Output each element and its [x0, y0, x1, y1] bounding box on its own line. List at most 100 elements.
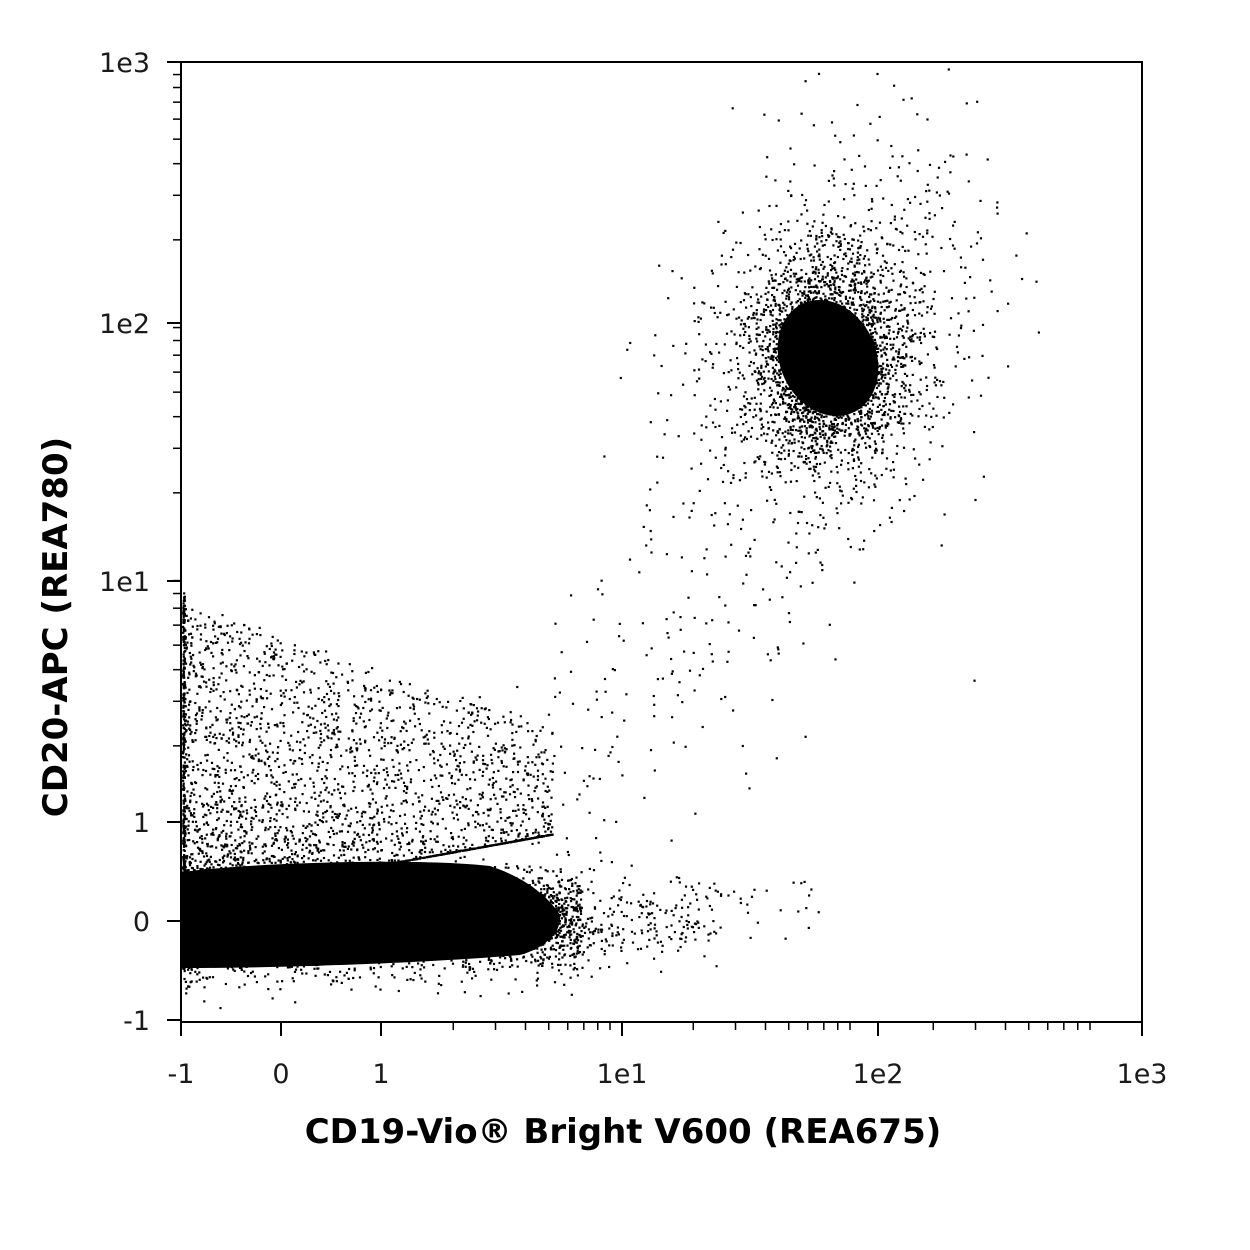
data-point [342, 849, 345, 852]
data-point [268, 647, 271, 651]
data-point [473, 939, 476, 942]
data-point [195, 940, 198, 943]
data-point [502, 932, 505, 936]
data-point [251, 924, 254, 927]
data-point [219, 1007, 222, 1010]
data-point [509, 785, 512, 788]
data-point [527, 914, 530, 917]
data-point [372, 972, 375, 975]
data-point [187, 933, 190, 936]
data-point [192, 964, 195, 967]
data-point [259, 912, 262, 915]
data-point [421, 918, 424, 921]
data-point [303, 923, 306, 926]
data-point [292, 956, 295, 959]
data-point [186, 790, 189, 793]
data-point [379, 943, 383, 947]
data-point [354, 940, 357, 943]
data-point [277, 924, 280, 927]
data-point [378, 922, 381, 925]
data-point [373, 909, 376, 912]
data-point [478, 923, 481, 926]
data-point [250, 934, 253, 937]
data-point [225, 898, 228, 901]
data-point [395, 861, 398, 864]
data-point [337, 912, 340, 915]
data-point [353, 922, 356, 925]
data-point [291, 853, 294, 856]
data-point [318, 919, 322, 922]
data-point [572, 906, 575, 909]
data-point [234, 944, 237, 947]
data-point [189, 663, 192, 666]
data-point [260, 913, 263, 917]
data-point [410, 906, 413, 909]
data-point [439, 901, 442, 904]
data-point [302, 962, 305, 965]
data-point [498, 961, 501, 965]
data-point [351, 955, 354, 958]
data-point [310, 958, 313, 961]
data-point [184, 980, 187, 983]
data-point [541, 951, 544, 954]
data-point [340, 943, 343, 946]
data-point [376, 919, 379, 923]
data-point [204, 623, 207, 626]
data-point [284, 946, 287, 949]
data-point [209, 916, 212, 919]
data-point [273, 904, 276, 908]
data-point [561, 905, 564, 909]
data-point [562, 948, 565, 951]
data-point [376, 883, 379, 886]
data-point [563, 953, 567, 956]
data-point [284, 898, 287, 902]
data-point [574, 938, 577, 941]
data-point [310, 914, 313, 917]
data-point [275, 870, 278, 873]
data-point [339, 970, 342, 973]
data-point [200, 956, 203, 960]
data-point [511, 945, 514, 948]
data-point [203, 950, 206, 953]
data-point [299, 881, 302, 884]
data-point [267, 929, 270, 933]
data-point [220, 844, 223, 847]
data-point [531, 902, 534, 905]
data-point [212, 916, 215, 919]
data-point [309, 919, 312, 922]
data-point [315, 921, 319, 924]
data-point [378, 861, 381, 864]
data-point [277, 929, 280, 932]
data-point [345, 911, 348, 914]
data-point [212, 681, 215, 684]
data-point [356, 952, 359, 955]
data-point [319, 924, 322, 927]
data-point [283, 915, 286, 918]
data-point [473, 720, 476, 723]
data-point [207, 895, 210, 898]
data-point [524, 884, 528, 887]
data-point [564, 917, 567, 920]
data-point [281, 902, 284, 906]
data-point [272, 896, 275, 899]
data-point [192, 902, 195, 905]
data-point [528, 898, 531, 901]
data-point [487, 957, 491, 960]
data-point [423, 933, 426, 936]
data-point [420, 849, 424, 852]
data-point [344, 907, 347, 910]
data-point [342, 866, 345, 869]
data-point [293, 963, 296, 966]
data-point [289, 913, 292, 916]
data-point [416, 950, 419, 954]
data-point [497, 937, 500, 940]
data-point [329, 892, 332, 895]
data-point [195, 924, 198, 927]
data-point [363, 955, 366, 958]
data-point [264, 927, 267, 930]
data-point [315, 935, 318, 938]
data-point [349, 912, 352, 915]
data-point [381, 920, 384, 923]
data-point [264, 936, 267, 939]
data-point [213, 925, 216, 928]
